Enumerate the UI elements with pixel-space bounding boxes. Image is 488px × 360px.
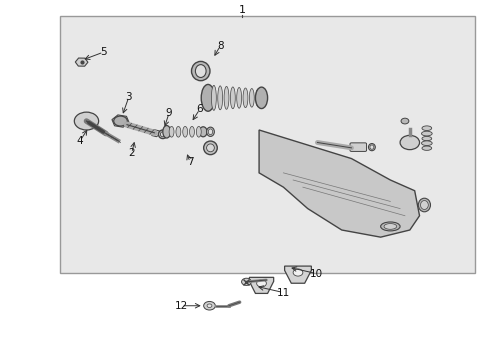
Ellipse shape: [163, 126, 170, 138]
Ellipse shape: [199, 127, 206, 137]
Ellipse shape: [196, 126, 201, 137]
Circle shape: [203, 301, 215, 310]
Polygon shape: [284, 266, 311, 283]
Text: 10: 10: [309, 269, 323, 279]
Ellipse shape: [380, 222, 399, 231]
Ellipse shape: [421, 136, 431, 141]
Ellipse shape: [255, 87, 267, 109]
Ellipse shape: [421, 131, 431, 136]
Ellipse shape: [255, 89, 260, 107]
Text: 8: 8: [217, 41, 223, 51]
Ellipse shape: [217, 86, 222, 110]
Ellipse shape: [208, 129, 212, 135]
Text: 4: 4: [77, 136, 83, 146]
Ellipse shape: [368, 144, 374, 151]
Ellipse shape: [236, 87, 241, 108]
Ellipse shape: [224, 86, 228, 109]
Ellipse shape: [230, 87, 235, 109]
Circle shape: [400, 118, 408, 124]
Ellipse shape: [183, 126, 187, 137]
Circle shape: [292, 269, 302, 276]
Ellipse shape: [421, 141, 431, 145]
Ellipse shape: [421, 126, 431, 131]
Text: 3: 3: [125, 92, 132, 102]
Ellipse shape: [169, 126, 174, 137]
Circle shape: [74, 112, 99, 130]
Ellipse shape: [369, 145, 373, 149]
FancyBboxPatch shape: [349, 143, 366, 152]
Circle shape: [256, 280, 266, 287]
Polygon shape: [249, 277, 273, 293]
Ellipse shape: [189, 126, 194, 137]
Ellipse shape: [206, 144, 214, 152]
Ellipse shape: [249, 89, 254, 107]
Ellipse shape: [160, 132, 165, 137]
Text: 7: 7: [186, 157, 193, 167]
Polygon shape: [259, 130, 419, 237]
Circle shape: [399, 135, 419, 150]
Ellipse shape: [201, 85, 214, 111]
Ellipse shape: [195, 64, 205, 77]
Ellipse shape: [417, 198, 429, 212]
Ellipse shape: [211, 85, 216, 111]
Ellipse shape: [421, 146, 431, 150]
Circle shape: [206, 304, 211, 307]
Text: 5: 5: [100, 47, 106, 57]
Text: 6: 6: [196, 104, 203, 114]
Ellipse shape: [191, 62, 209, 81]
Text: 1: 1: [238, 5, 245, 15]
Ellipse shape: [158, 130, 167, 139]
Circle shape: [241, 278, 251, 285]
Ellipse shape: [176, 126, 181, 137]
Ellipse shape: [206, 127, 214, 136]
Circle shape: [114, 116, 127, 126]
Text: 2: 2: [128, 148, 135, 158]
Text: 9: 9: [165, 108, 172, 118]
Ellipse shape: [420, 201, 427, 210]
Ellipse shape: [203, 141, 217, 155]
Ellipse shape: [383, 224, 396, 229]
FancyBboxPatch shape: [60, 16, 474, 273]
Ellipse shape: [243, 88, 247, 108]
Text: 11: 11: [276, 288, 289, 297]
Text: 12: 12: [174, 301, 187, 311]
